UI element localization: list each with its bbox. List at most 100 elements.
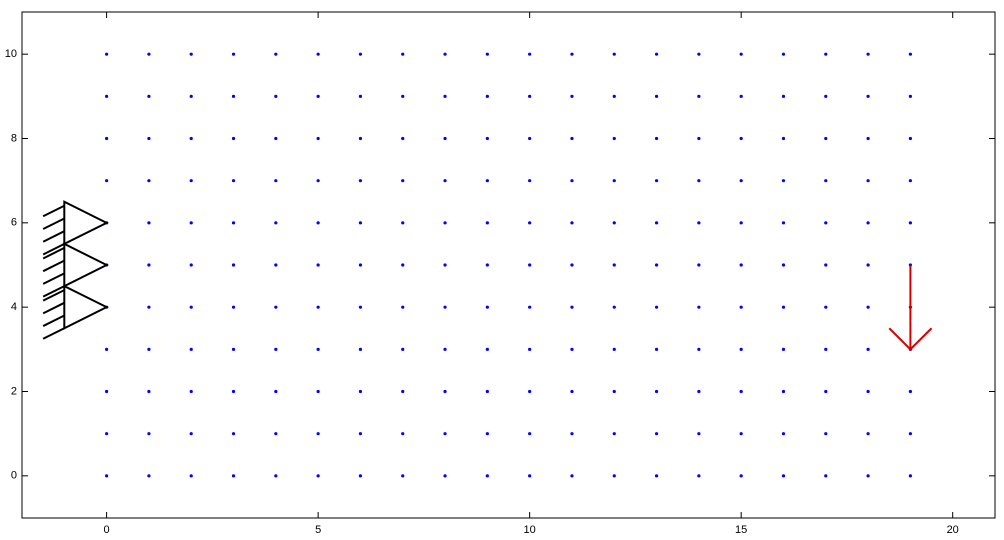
node-point <box>401 136 405 141</box>
node-point <box>189 52 193 56</box>
node-point <box>739 389 743 394</box>
node-point <box>781 179 786 183</box>
node-point <box>358 474 363 478</box>
node-point <box>231 221 236 225</box>
y-tick-label: 10 <box>5 48 17 60</box>
node-point <box>274 474 278 478</box>
node-point <box>358 136 363 141</box>
node-point <box>739 179 743 183</box>
node-point <box>189 432 193 436</box>
node-point <box>908 94 912 98</box>
node-point <box>612 305 616 309</box>
node-point <box>105 389 109 394</box>
node-point <box>654 347 659 351</box>
node-point <box>401 179 405 183</box>
node-point <box>358 221 363 225</box>
node-point <box>231 474 236 478</box>
node-point <box>147 432 151 436</box>
node-point <box>824 136 828 141</box>
node-point <box>231 347 236 351</box>
support-part <box>42 243 65 256</box>
node-point <box>612 263 616 267</box>
node-point <box>528 347 532 351</box>
node-point <box>231 263 236 267</box>
node-point <box>528 52 532 56</box>
node-point <box>358 94 363 98</box>
node-point <box>654 389 659 394</box>
node-point <box>358 389 363 394</box>
node-point <box>866 52 870 56</box>
node-point <box>528 136 532 141</box>
node-point <box>824 52 828 56</box>
node-point <box>231 136 236 141</box>
node-point <box>654 52 659 56</box>
node-point <box>401 389 405 394</box>
node-point <box>781 94 786 98</box>
node-point <box>401 52 405 56</box>
node-point <box>739 136 743 141</box>
node-point <box>824 474 828 478</box>
node-point <box>697 52 701 56</box>
node-point <box>401 347 405 351</box>
node-point <box>189 221 193 225</box>
node-point <box>274 179 278 183</box>
node-point <box>908 221 912 225</box>
node-point <box>358 432 363 436</box>
node-point <box>697 305 701 309</box>
node-point <box>443 474 447 478</box>
node-point <box>485 474 489 478</box>
node-point <box>781 221 786 225</box>
node-point <box>443 389 447 394</box>
x-tick-label: 5 <box>315 524 321 536</box>
node-point <box>612 432 616 436</box>
y-tick-label: 0 <box>11 470 17 482</box>
node-point <box>358 347 363 351</box>
node-point <box>612 474 616 478</box>
node-point <box>697 347 701 351</box>
node-point <box>316 52 320 56</box>
node-point <box>570 136 574 141</box>
node-point <box>824 263 828 267</box>
node-point <box>781 305 786 309</box>
node-point <box>824 221 828 225</box>
x-tick-label: 20 <box>947 524 959 536</box>
node-point <box>781 474 786 478</box>
node-point <box>147 389 151 394</box>
y-tick-label: 8 <box>11 132 17 144</box>
node-point <box>824 389 828 394</box>
node-point <box>147 474 151 478</box>
node-point <box>485 389 489 394</box>
node-point <box>485 347 489 351</box>
node-point <box>612 94 616 98</box>
support <box>42 200 109 256</box>
node-point <box>697 474 701 478</box>
node-point <box>781 52 786 56</box>
support-part <box>42 314 65 327</box>
node-point <box>528 179 532 183</box>
node-point <box>697 179 701 183</box>
node-point <box>824 305 828 309</box>
node-point <box>528 474 532 478</box>
node-point <box>866 94 870 98</box>
node-point <box>147 263 151 267</box>
node-point <box>739 347 743 351</box>
node-point <box>274 221 278 225</box>
node-point <box>401 474 405 478</box>
node-point <box>443 179 447 183</box>
node-point <box>739 474 743 478</box>
node-point <box>866 474 870 478</box>
node-point <box>908 432 912 436</box>
node-point <box>401 94 405 98</box>
node-point <box>485 179 489 183</box>
node-point <box>401 432 405 436</box>
node-point <box>739 305 743 309</box>
node-point <box>781 136 786 141</box>
node-point <box>697 263 701 267</box>
node-point <box>443 221 447 225</box>
node-point <box>739 221 743 225</box>
node-point <box>781 432 786 436</box>
node-point <box>231 52 236 56</box>
node-point <box>908 179 912 183</box>
node-point <box>485 52 489 56</box>
